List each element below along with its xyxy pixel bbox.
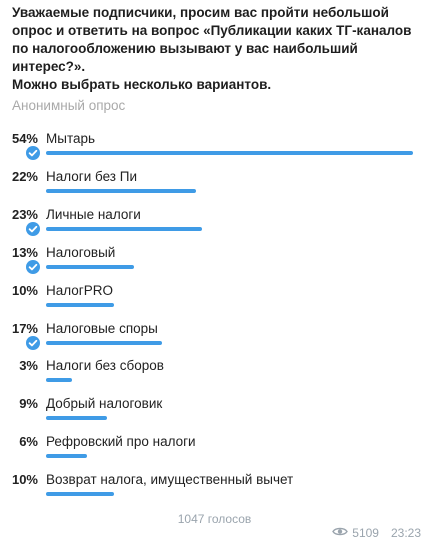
option-label: Налоговые споры [46,320,158,336]
option-percent: 10% [11,282,38,298]
eye-icon [332,526,349,540]
option-result-bar [46,188,196,193]
option-result-bar [46,151,413,155]
option-percent: 22% [11,168,38,184]
view-count: 5109 [352,525,379,540]
option-label: НалогPRO [46,282,113,298]
option-result-bar [46,454,87,459]
poll-option[interactable]: 10% НалогPRO [0,282,429,318]
poll-option[interactable]: 6% Рефровский про налоги [0,433,429,469]
option-percent: 10% [11,472,38,488]
check-icon [26,335,40,350]
option-label: Личные налоги [46,206,141,222]
poll-type-label: Анонимный опрос [12,98,126,113]
poll-question: Уважаемые подписчики, просим вас пройти … [12,5,412,92]
option-label: Налоги без Пи [46,168,137,184]
option-percent: 6% [19,434,38,450]
check-icon [26,146,40,160]
poll-option[interactable]: 9% Добрый налоговик [0,395,429,431]
message-meta: 5109 23:23 [332,525,421,540]
option-percent: 54% [11,131,38,146]
option-result-bar [46,226,203,231]
option-result-bar [46,416,108,421]
message-time: 23:23 [390,525,421,540]
option-label: Рефровский про налоги [46,434,196,450]
option-label: Мытарь [46,131,96,146]
option-percent: 3% [19,358,38,374]
poll-option[interactable]: 54% Мытарь [0,130,429,166]
option-percent: 9% [19,396,38,412]
poll-option[interactable]: 23% Личные налоги [0,206,429,242]
option-label: Возврат налога, имущественный вычет [46,472,294,488]
option-percent: 13% [11,244,38,260]
poll-option[interactable]: 17% Налоговые споры [0,320,429,356]
option-label: Налоговый [46,244,116,260]
poll-option[interactable]: 22% Налоги без Пи [0,168,429,204]
total-votes[interactable]: 1047 голосов [177,512,252,526]
option-percent: 17% [11,320,38,336]
poll-option[interactable]: 3% Налоги без сборов [0,357,429,393]
option-result-bar [46,302,114,307]
check-icon [26,221,40,236]
poll-option[interactable]: 13% Налоговый [0,244,429,280]
option-label: Налоги без сборов [46,358,164,374]
option-result-bar [46,340,162,345]
check-icon [26,259,40,274]
option-result-bar [46,264,135,269]
option-label: Добрый налоговик [46,396,163,412]
poll-option[interactable]: 10% Возврат налога, имущественный вычет [0,471,429,507]
option-percent: 23% [11,206,38,222]
option-result-bar [46,378,72,383]
option-result-bar [46,492,114,497]
